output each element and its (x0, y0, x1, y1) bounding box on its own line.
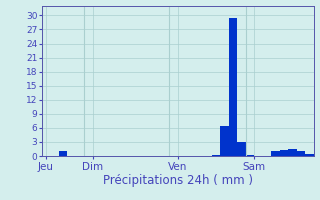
Bar (297, 151, 305, 156)
Bar (246, 155, 254, 156)
Bar (212, 155, 220, 156)
Bar (220, 126, 228, 156)
Bar (228, 18, 237, 156)
Bar (305, 154, 314, 156)
Bar (288, 148, 297, 156)
Bar (280, 150, 288, 156)
Bar (59, 151, 67, 156)
Bar (237, 142, 246, 156)
Bar (271, 151, 280, 156)
X-axis label: Précipitations 24h ( mm ): Précipitations 24h ( mm ) (103, 174, 252, 187)
